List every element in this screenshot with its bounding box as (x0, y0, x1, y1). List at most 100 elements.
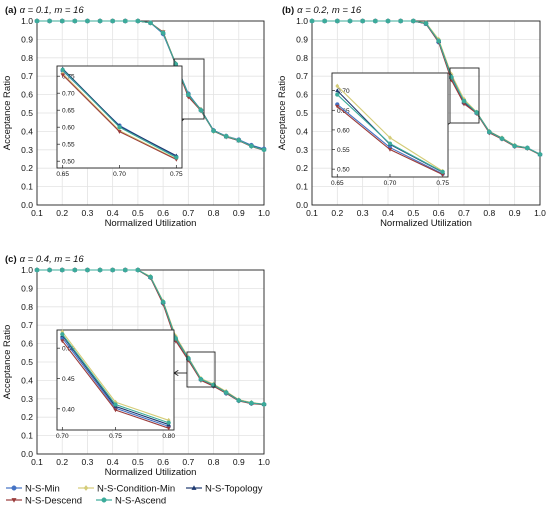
y-tick-label: 0.0 (296, 200, 308, 210)
data-point (148, 274, 153, 280)
x-tick-label: 1.0 (258, 208, 270, 218)
legend-label: N-S-Condition-Min (97, 483, 175, 494)
data-point (122, 18, 128, 24)
legend-item: N-S-Topology (186, 483, 263, 494)
data-point (249, 143, 254, 149)
panel-parameters: α = 0.4, m = 16 (20, 254, 85, 265)
legend-label: N-S-Topology (205, 483, 263, 494)
data-point (72, 267, 78, 273)
y-axis-label: Acceptance Ratio (2, 76, 13, 150)
inset-data-point (335, 104, 340, 109)
data-point (47, 267, 52, 273)
inset-data-point (440, 173, 445, 177)
legend-item: N-S-Ascend (96, 495, 166, 506)
x-tick-label: 0.2 (56, 208, 68, 218)
inset-chart: 0.400.450.500.70 0.75 0.80 (56, 329, 175, 440)
legend-item: N-S-Min (6, 483, 60, 494)
x-tick-label: 0.9 (233, 457, 245, 467)
data-point (512, 143, 518, 149)
data-point (334, 18, 340, 24)
inset-chart: 0.500.550.600.650.700.65 0.70 0.75 (331, 72, 449, 187)
inset-y-tick-label: 0.60 (62, 125, 75, 132)
y-tick-label: 0.1 (296, 182, 308, 192)
legend-label: N-S-Min (25, 483, 60, 494)
data-point (236, 398, 242, 403)
inset-y-tick-label: 0.50 (337, 167, 350, 174)
inset-data-point (117, 125, 122, 130)
x-axis-label: Normalized Utilization (380, 218, 472, 229)
y-tick-label: 0.5 (296, 108, 308, 118)
x-tick-label: 0.3 (82, 457, 94, 467)
inset-data-point (387, 141, 393, 146)
inset-data-point (117, 130, 122, 134)
inset-data-point (60, 332, 65, 337)
legend-marker (11, 498, 17, 503)
data-point (135, 18, 141, 24)
x-tick-label: 0.7 (182, 457, 194, 467)
data-point (223, 134, 229, 139)
data-point (198, 376, 204, 382)
inset-data-point (335, 88, 340, 93)
x-tick-label: 0.9 (233, 208, 245, 218)
legend-item: N-S-Descend (6, 495, 82, 506)
y-tick-label: 0.7 (296, 71, 308, 81)
y-tick-label: 0.2 (21, 412, 33, 422)
panel-parameters: α = 0.1, m = 16 (20, 5, 85, 16)
data-point (360, 18, 366, 24)
data-point (110, 18, 116, 24)
y-tick-label: 0.0 (21, 449, 33, 459)
x-tick-label: 0.2 (56, 457, 68, 467)
y-tick-label: 0.4 (296, 126, 308, 136)
data-point (410, 18, 416, 24)
x-tick-label: 0.6 (433, 208, 445, 218)
x-tick-label: 0.3 (357, 208, 369, 218)
x-tick-label: 0.7 (458, 208, 470, 218)
inset-y-tick-label: 0.65 (62, 108, 75, 115)
y-tick-label: 1.0 (296, 16, 308, 26)
data-point (436, 38, 442, 44)
y-tick-label: 0.9 (21, 34, 33, 44)
inset-y-tick-label: 0.55 (337, 147, 350, 154)
data-point (160, 30, 166, 36)
x-tick-label: 0.8 (208, 208, 220, 218)
y-tick-label: 0.8 (21, 53, 33, 63)
y-tick-label: 0.2 (296, 163, 308, 173)
panel-title: (a) α = 0.1, m = 16 (5, 5, 84, 16)
data-point (398, 18, 404, 24)
inset-data-point (113, 402, 118, 407)
inset-y-tick-label: 0.60 (337, 127, 350, 134)
inset-x-tick-label: 0.75 (436, 180, 449, 187)
inset-x-tick-label: 0.80 (162, 433, 175, 440)
x-tick-label: 0.3 (82, 208, 94, 218)
inset-data-point (166, 420, 171, 425)
data-point (85, 18, 90, 24)
data-point (211, 128, 216, 134)
data-point (347, 18, 353, 24)
panel-parameters: α = 0.2, m = 16 (297, 5, 362, 16)
data-point (474, 110, 480, 115)
y-tick-label: 0.4 (21, 375, 33, 385)
inset-data-point (335, 83, 340, 89)
x-tick-label: 0.5 (132, 457, 144, 467)
inset-y-tick-label: 0.55 (62, 142, 75, 149)
x-tick-label: 0.6 (157, 457, 169, 467)
x-tick-label: 0.7 (182, 208, 194, 218)
legend-label: N-S-Descend (25, 495, 82, 506)
data-point (160, 299, 166, 305)
inset-data-point (166, 426, 171, 431)
inset-y-tick-label: 0.40 (62, 406, 75, 413)
y-tick-label: 0.2 (21, 163, 33, 173)
data-point (537, 152, 543, 157)
y-axis-label: Acceptance Ratio (277, 76, 288, 150)
data-point (372, 18, 378, 24)
data-point (461, 98, 467, 104)
legend-item: N-S-Condition-Min (78, 483, 175, 494)
x-tick-label: 0.1 (306, 208, 318, 218)
x-tick-label: 0.4 (107, 208, 119, 218)
y-tick-label: 0.3 (21, 145, 33, 155)
inset-y-tick-label: 0.70 (62, 91, 75, 98)
data-point (97, 267, 103, 273)
legend: N-S-Min N-S-Condition-Min N-S-Topology N-S-… (6, 483, 263, 506)
data-point (309, 18, 315, 24)
